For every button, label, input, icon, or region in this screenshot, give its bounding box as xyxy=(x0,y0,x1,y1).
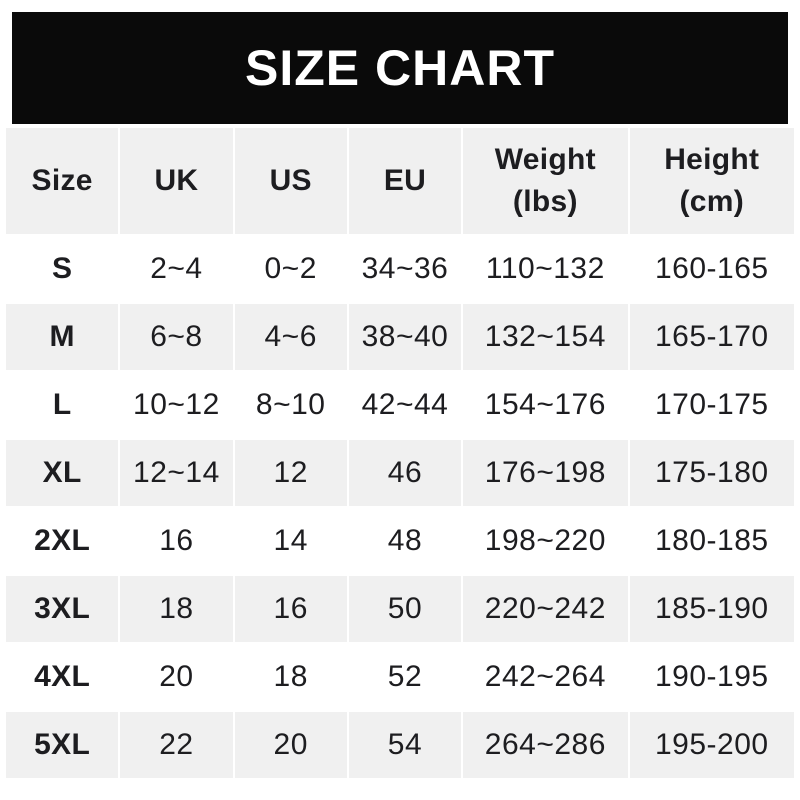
cell-eu: 46 xyxy=(348,440,462,506)
cell-weight: 110~132 xyxy=(463,236,628,302)
cell-us: 20 xyxy=(234,712,347,778)
cell-weight: 220~242 xyxy=(463,576,628,642)
table-row-2xl: 2XL 16 14 48 198~220 180-185 xyxy=(6,508,794,574)
cell-weight: 132~154 xyxy=(463,304,628,370)
cell-size: M xyxy=(6,304,119,370)
cell-size: XL xyxy=(6,440,119,506)
cell-weight: 154~176 xyxy=(463,372,628,438)
cell-height: 190-195 xyxy=(629,644,794,710)
cell-uk: 10~12 xyxy=(120,372,233,438)
cell-us: 8~10 xyxy=(234,372,347,438)
cell-uk: 12~14 xyxy=(120,440,233,506)
cell-us: 16 xyxy=(234,576,347,642)
cell-height: 195-200 xyxy=(629,712,794,778)
table-header: Size UK US EU Weight (lbs) Height (cm) xyxy=(6,128,794,234)
cell-size: 5XL xyxy=(6,712,119,778)
cell-height: 175-180 xyxy=(629,440,794,506)
cell-uk: 2~4 xyxy=(120,236,233,302)
cell-height: 180-185 xyxy=(629,508,794,574)
cell-size: L xyxy=(6,372,119,438)
cell-size: 2XL xyxy=(6,508,119,574)
header-cell-height: Height (cm) xyxy=(629,128,794,234)
cell-size: 4XL xyxy=(6,644,119,710)
page-title: SIZE CHART xyxy=(245,40,555,96)
cell-eu: 34~36 xyxy=(348,236,462,302)
cell-size: S xyxy=(6,236,119,302)
cell-height: 165-170 xyxy=(629,304,794,370)
cell-uk: 16 xyxy=(120,508,233,574)
header-cell-uk: UK xyxy=(120,128,233,234)
cell-size: 3XL xyxy=(6,576,119,642)
table-row-l: L 10~12 8~10 42~44 154~176 170-175 xyxy=(6,372,794,438)
cell-weight: 264~286 xyxy=(463,712,628,778)
cell-eu: 38~40 xyxy=(348,304,462,370)
cell-eu: 42~44 xyxy=(348,372,462,438)
cell-height: 170-175 xyxy=(629,372,794,438)
cell-us: 14 xyxy=(234,508,347,574)
cell-us: 12 xyxy=(234,440,347,506)
cell-us: 4~6 xyxy=(234,304,347,370)
cell-uk: 6~8 xyxy=(120,304,233,370)
table-row-s: S 2~4 0~2 34~36 110~132 160-165 xyxy=(6,236,794,302)
table-row-m: M 6~8 4~6 38~40 132~154 165-170 xyxy=(6,304,794,370)
cell-eu: 52 xyxy=(348,644,462,710)
cell-eu: 54 xyxy=(348,712,462,778)
header-cell-eu: EU xyxy=(348,128,462,234)
table-body: S 2~4 0~2 34~36 110~132 160-165 M 6~8 4~… xyxy=(6,236,794,778)
cell-height: 185-190 xyxy=(629,576,794,642)
size-chart-table: Size UK US EU Weight (lbs) Height (cm) S… xyxy=(4,126,796,780)
cell-eu: 48 xyxy=(348,508,462,574)
table-row-4xl: 4XL 20 18 52 242~264 190-195 xyxy=(6,644,794,710)
cell-us: 18 xyxy=(234,644,347,710)
header-row: Size UK US EU Weight (lbs) Height (cm) xyxy=(6,128,794,234)
cell-uk: 22 xyxy=(120,712,233,778)
header-cell-us: US xyxy=(234,128,347,234)
cell-uk: 18 xyxy=(120,576,233,642)
table-row-5xl: 5XL 22 20 54 264~286 195-200 xyxy=(6,712,794,778)
table-row-3xl: 3XL 18 16 50 220~242 185-190 xyxy=(6,576,794,642)
cell-height: 160-165 xyxy=(629,236,794,302)
table-row-xl: XL 12~14 12 46 176~198 175-180 xyxy=(6,440,794,506)
cell-eu: 50 xyxy=(348,576,462,642)
cell-weight: 242~264 xyxy=(463,644,628,710)
cell-weight: 176~198 xyxy=(463,440,628,506)
cell-us: 0~2 xyxy=(234,236,347,302)
header-cell-size: Size xyxy=(6,128,119,234)
header-cell-weight: Weight (lbs) xyxy=(463,128,628,234)
cell-weight: 198~220 xyxy=(463,508,628,574)
cell-uk: 20 xyxy=(120,644,233,710)
title-banner: SIZE CHART xyxy=(12,12,788,124)
